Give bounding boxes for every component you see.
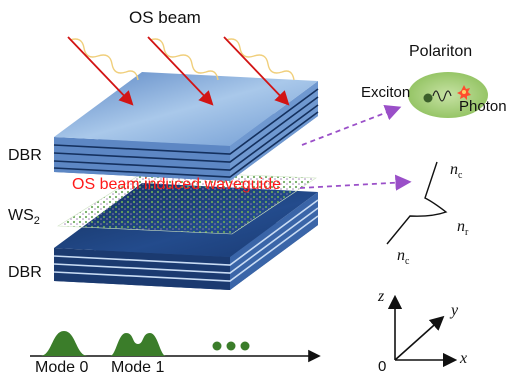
polariton-label: Polariton — [409, 43, 473, 60]
photon-star-icon — [457, 85, 471, 100]
n-c-top-main: n — [450, 161, 458, 178]
axis-z-label: z — [378, 288, 385, 305]
top-dbr-stack — [53, 72, 319, 181]
os-beam-rays — [67, 36, 295, 106]
os-beam-label: OS beam — [129, 8, 201, 27]
top-dbr-label: DBR — [8, 147, 42, 164]
exciton-dot-icon — [423, 93, 433, 103]
axis-x-label: x — [460, 350, 468, 367]
coordinate-axes — [387, 294, 458, 368]
wavy-line-icon — [432, 90, 452, 102]
polariton-blob — [408, 72, 488, 118]
ws2-layer — [57, 170, 317, 235]
n-r-main: n — [457, 218, 465, 235]
mode-0-label: Mode 0 — [35, 359, 89, 376]
index-profile-curve — [386, 161, 448, 245]
n-c-bottom-main: n — [397, 247, 405, 264]
n-c-top-label: nc — [450, 162, 462, 181]
n-r-label: nr — [457, 219, 468, 238]
mode-1-label: Mode 1 — [111, 359, 165, 376]
axis-y-label: y — [451, 302, 459, 319]
ws2-label-main: WS — [8, 207, 34, 224]
n-c-bottom-sub: c — [405, 256, 410, 268]
waveguide-label: OS beam induced waveguide — [72, 176, 282, 193]
n-r-sub: r — [465, 227, 469, 239]
mode-profiles — [30, 331, 321, 363]
ws2-label-sub: 2 — [33, 215, 40, 228]
n-c-bottom-label: nc — [397, 248, 409, 267]
dashed-arrows — [299, 104, 412, 191]
exciton-label: Exciton — [361, 84, 411, 101]
photon-label: Photon — [459, 98, 507, 115]
axis-origin-label: 0 — [378, 358, 387, 375]
bottom-dbr-label: DBR — [8, 264, 42, 281]
ws2-label: WS2 — [8, 208, 40, 227]
n-c-top-sub: c — [458, 170, 463, 182]
